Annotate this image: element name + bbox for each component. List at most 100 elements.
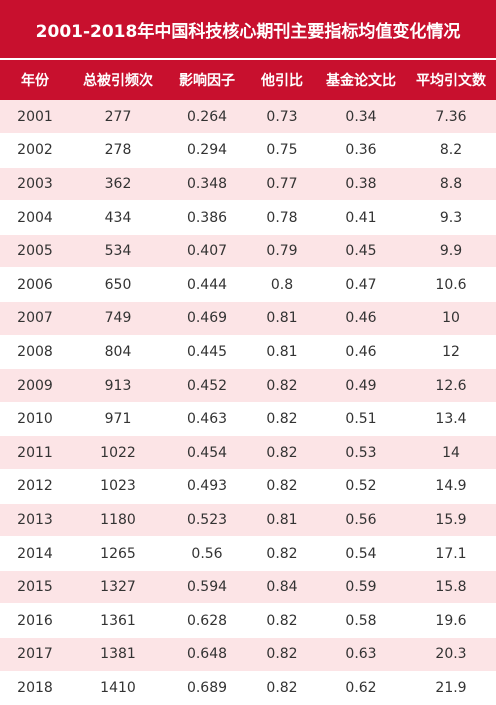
table-row: 2008 804 0.445 0.81 0.46 12 (0, 335, 496, 370)
cell-year: 2008 (0, 335, 70, 370)
header-total-citations: 总被引频次 (83, 73, 153, 89)
cell-year: 2006 (0, 267, 70, 303)
cell-avg-references: 9.3 (406, 200, 496, 235)
cell-avg-references: 12 (406, 335, 496, 370)
cell-funded-paper-ratio: 0.62 (316, 671, 406, 705)
table-row: 2011 1022 0.454 0.82 0.53 14 (0, 435, 496, 471)
cell-total-citations: 749 (70, 301, 166, 336)
cell-year: 2005 (0, 234, 70, 269)
cell-impact-factor: 0.348 (166, 167, 248, 202)
table-row: 2015 1327 0.594 0.84 0.59 15.8 (0, 570, 496, 605)
table-header-row: 年份 总被引频次 影响因子 他引比 基金论文比 平均引文数 (0, 60, 496, 100)
table-body: 2001 277 0.264 0.73 0.34 7.36 2002 278 0.294 0.75… (0, 100, 496, 705)
cell-avg-references: 13.4 (406, 402, 496, 437)
cell-external-citation-ratio: 0.82 (248, 469, 316, 504)
cell-impact-factor: 0.264 (166, 100, 248, 135)
cell-avg-references: 15.8 (406, 570, 496, 605)
cell-funded-paper-ratio: 0.41 (316, 200, 406, 235)
cell-year: 2016 (0, 603, 70, 638)
header-funded-paper-ratio: 基金论文比 (326, 73, 396, 89)
table-row: 2005 534 0.407 0.79 0.45 9.9 (0, 234, 496, 269)
table-row: 2010 971 0.463 0.82 0.51 13.4 (0, 402, 496, 437)
cell-impact-factor: 0.493 (166, 469, 248, 504)
cell-impact-factor: 0.469 (166, 301, 248, 336)
cell-total-citations: 804 (70, 335, 166, 370)
cell-funded-paper-ratio: 0.58 (316, 603, 406, 638)
cell-total-citations: 1180 (70, 503, 166, 538)
cell-year: 2010 (0, 402, 70, 437)
cell-avg-references: 9.9 (406, 234, 496, 269)
indicator-table: 年份 总被引频次 影响因子 他引比 基金论文比 平均引文数 2001 277 0.2… (0, 60, 496, 705)
cell-year: 2009 (0, 368, 70, 403)
cell-total-citations: 1327 (70, 570, 166, 605)
cell-impact-factor: 0.386 (166, 200, 248, 235)
header-avg-references: 平均引文数 (416, 73, 486, 89)
cell-year: 2003 (0, 167, 70, 202)
cell-external-citation-ratio: 0.75 (248, 133, 316, 168)
cell-avg-references: 12.6 (406, 368, 496, 403)
cell-external-citation-ratio: 0.82 (248, 435, 316, 471)
header-external-citation-ratio: 他引比 (261, 73, 303, 89)
cell-year: 2002 (0, 133, 70, 168)
cell-external-citation-ratio: 0.81 (248, 301, 316, 336)
table-row: 2012 1023 0.493 0.82 0.52 14.9 (0, 469, 496, 504)
cell-funded-paper-ratio: 0.46 (316, 301, 406, 336)
cell-impact-factor: 0.445 (166, 335, 248, 370)
cell-avg-references: 17.1 (406, 536, 496, 571)
cell-total-citations: 1381 (70, 637, 166, 672)
table-row: 2009 913 0.452 0.82 0.49 12.6 (0, 368, 496, 403)
cell-total-citations: 913 (70, 368, 166, 403)
cell-avg-references: 15.9 (406, 503, 496, 538)
cell-external-citation-ratio: 0.73 (248, 100, 316, 135)
cell-impact-factor: 0.594 (166, 570, 248, 605)
table-title: 2001-2018年中国科技核心期刊主要指标均值变化情况 (35, 21, 461, 42)
cell-year: 2013 (0, 503, 70, 538)
cell-year: 2014 (0, 536, 70, 571)
cell-avg-references: 14 (406, 435, 496, 471)
cell-impact-factor: 0.648 (166, 637, 248, 672)
cell-funded-paper-ratio: 0.59 (316, 570, 406, 605)
cell-impact-factor: 0.689 (166, 671, 248, 705)
table-row: 2016 1361 0.628 0.82 0.58 19.6 (0, 603, 496, 638)
table-row: 2007 749 0.469 0.81 0.46 10 (0, 301, 496, 336)
cell-external-citation-ratio: 0.82 (248, 637, 316, 672)
cell-funded-paper-ratio: 0.54 (316, 536, 406, 571)
cell-external-citation-ratio: 0.82 (248, 671, 316, 705)
cell-year: 2011 (0, 435, 70, 471)
table-row: 2018 1410 0.689 0.82 0.62 21.9 (0, 671, 496, 705)
cell-external-citation-ratio: 0.82 (248, 402, 316, 437)
cell-external-citation-ratio: 0.77 (248, 167, 316, 202)
cell-avg-references: 20.3 (406, 637, 496, 672)
cell-impact-factor: 0.294 (166, 133, 248, 168)
cell-impact-factor: 0.56 (166, 536, 248, 571)
table-row: 2003 362 0.348 0.77 0.38 8.8 (0, 167, 496, 202)
cell-avg-references: 10.6 (406, 267, 496, 303)
cell-total-citations: 534 (70, 234, 166, 269)
cell-external-citation-ratio: 0.81 (248, 335, 316, 370)
cell-year: 2004 (0, 200, 70, 235)
cell-total-citations: 1361 (70, 603, 166, 638)
cell-year: 2015 (0, 570, 70, 605)
cell-funded-paper-ratio: 0.49 (316, 368, 406, 403)
cell-funded-paper-ratio: 0.36 (316, 133, 406, 168)
cell-funded-paper-ratio: 0.56 (316, 503, 406, 538)
cell-funded-paper-ratio: 0.47 (316, 267, 406, 303)
table-row: 2013 1180 0.523 0.81 0.56 15.9 (0, 503, 496, 538)
cell-funded-paper-ratio: 0.34 (316, 100, 406, 135)
table-row: 2017 1381 0.648 0.82 0.63 20.3 (0, 637, 496, 672)
cell-external-citation-ratio: 0.82 (248, 536, 316, 571)
cell-external-citation-ratio: 0.84 (248, 570, 316, 605)
cell-impact-factor: 0.523 (166, 503, 248, 538)
cell-external-citation-ratio: 0.82 (248, 603, 316, 638)
cell-total-citations: 1265 (70, 536, 166, 571)
cell-total-citations: 1022 (70, 435, 166, 471)
cell-avg-references: 19.6 (406, 603, 496, 638)
cell-avg-references: 21.9 (406, 671, 496, 705)
cell-external-citation-ratio: 0.78 (248, 200, 316, 235)
cell-impact-factor: 0.454 (166, 435, 248, 471)
cell-impact-factor: 0.444 (166, 267, 248, 303)
cell-year: 2001 (0, 100, 70, 135)
cell-total-citations: 277 (70, 100, 166, 135)
cell-total-citations: 362 (70, 167, 166, 202)
